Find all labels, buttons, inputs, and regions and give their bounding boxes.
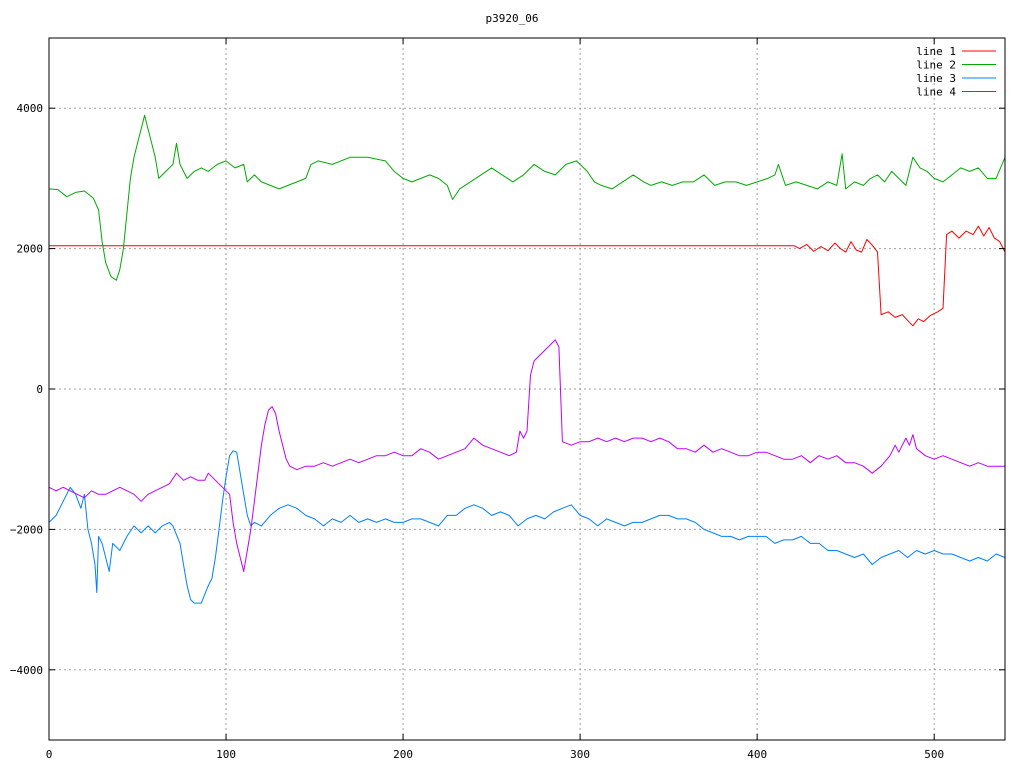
y-tick-label-3: 2000 <box>17 243 44 256</box>
x-tick-label-1: 100 <box>216 748 236 761</box>
legend-label-1: line 1 <box>916 45 956 58</box>
x-tick-label-4: 400 <box>747 748 767 761</box>
x-tick-label-5: 500 <box>924 748 944 761</box>
legend-label-3: line 3 <box>916 72 956 85</box>
grid <box>49 38 1005 740</box>
series-lines <box>48 114 1006 604</box>
chart-title: p3920_06 <box>486 12 539 25</box>
series-line-3 <box>48 450 1006 604</box>
x-tick-label-2: 200 <box>393 748 413 761</box>
legend-label-4: line 4 <box>916 86 956 99</box>
y-tick-label-4: 4000 <box>17 102 44 115</box>
y-tick-label-0: −4000 <box>10 664 43 677</box>
x-tick-label-3: 300 <box>570 748 590 761</box>
axis-ticks: 0 100 200 300 400 500 −4000 −2000 0 2000 4000 <box>10 38 1005 761</box>
y-tick-label-1: −2000 <box>10 523 43 536</box>
plot-frame <box>48 37 1006 741</box>
series-line-4 <box>48 339 1005 572</box>
series-line-1 <box>49 225 1006 327</box>
y-tick-label-2: 0 <box>36 383 43 396</box>
x-tick-label-0: 0 <box>46 748 53 761</box>
legend-label-2: line 2 <box>916 59 956 72</box>
series-line-2 <box>48 114 1006 281</box>
